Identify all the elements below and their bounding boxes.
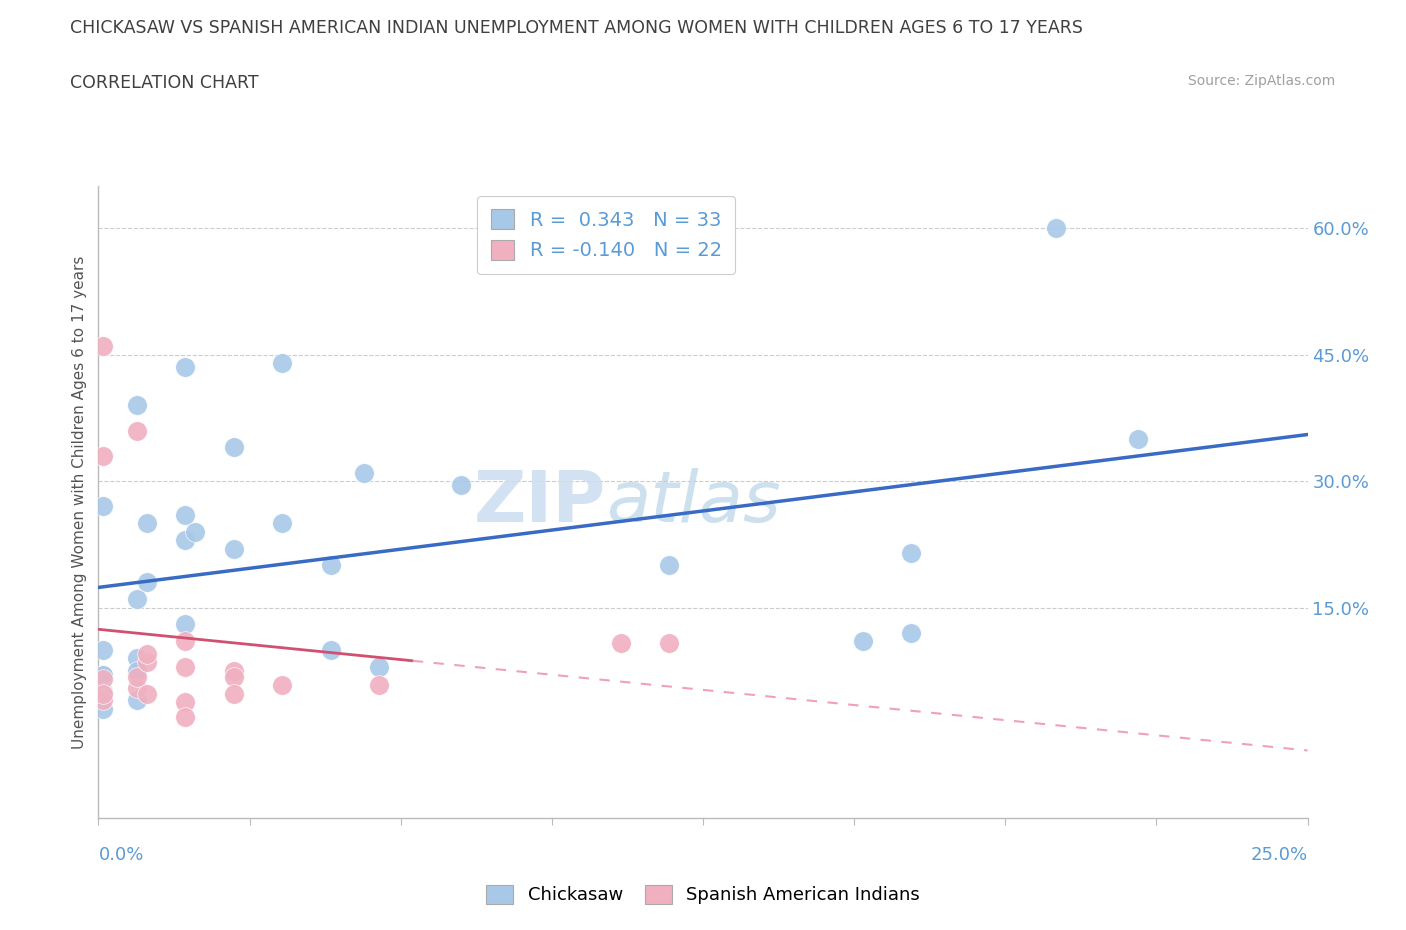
Point: [135, 655, 157, 670]
Point: [450, 478, 472, 493]
Point: [127, 680, 149, 695]
Point: [91, 668, 114, 683]
Point: [127, 423, 149, 438]
Legend: Chickasaw, Spanish American Indians: Chickasaw, Spanish American Indians: [479, 878, 927, 911]
Point: [174, 508, 197, 523]
Point: [1128, 432, 1150, 446]
Point: [271, 678, 294, 693]
Point: [174, 659, 197, 674]
Point: [91, 686, 114, 701]
Point: [127, 398, 149, 413]
Point: [184, 525, 207, 539]
Point: [900, 626, 922, 641]
Point: [222, 663, 245, 678]
Point: [135, 575, 157, 590]
Point: [174, 360, 197, 375]
Point: [127, 591, 149, 606]
Point: [135, 686, 157, 701]
Point: [91, 499, 114, 514]
Text: 0.0%: 0.0%: [98, 846, 143, 864]
Point: [91, 684, 114, 699]
Point: [658, 558, 681, 573]
Point: [271, 516, 294, 531]
Point: [91, 693, 114, 708]
Y-axis label: Unemployment Among Women with Children Ages 6 to 17 years: Unemployment Among Women with Children A…: [72, 256, 87, 749]
Text: 25.0%: 25.0%: [1250, 846, 1308, 864]
Legend: R =  0.343   N = 33, R = -0.140   N = 22: R = 0.343 N = 33, R = -0.140 N = 22: [477, 195, 735, 273]
Point: [353, 465, 375, 480]
Point: [91, 339, 114, 353]
Point: [319, 558, 342, 573]
Point: [91, 643, 114, 658]
Point: [91, 448, 114, 463]
Point: [174, 617, 197, 631]
Point: [222, 686, 245, 701]
Point: [127, 651, 149, 666]
Point: [319, 643, 342, 658]
Point: [91, 701, 114, 716]
Point: [91, 668, 114, 683]
Point: [91, 671, 114, 686]
Point: [127, 663, 149, 678]
Point: [174, 695, 197, 710]
Point: [174, 533, 197, 548]
Text: ZIP: ZIP: [474, 468, 606, 537]
Point: [222, 440, 245, 455]
Point: [368, 659, 391, 674]
Point: [127, 670, 149, 684]
Point: [222, 670, 245, 684]
Point: [852, 634, 875, 649]
Point: [368, 678, 391, 693]
Point: [135, 646, 157, 661]
Point: [174, 710, 197, 724]
Point: [610, 635, 633, 650]
Text: Source: ZipAtlas.com: Source: ZipAtlas.com: [1188, 74, 1336, 88]
Point: [222, 541, 245, 556]
Text: CHICKASAW VS SPANISH AMERICAN INDIAN UNEMPLOYMENT AMONG WOMEN WITH CHILDREN AGES: CHICKASAW VS SPANISH AMERICAN INDIAN UNE…: [70, 19, 1083, 36]
Point: [135, 516, 157, 531]
Point: [658, 635, 681, 650]
Point: [900, 545, 922, 560]
Point: [127, 693, 149, 708]
Point: [271, 355, 294, 370]
Point: [1045, 220, 1067, 235]
Text: CORRELATION CHART: CORRELATION CHART: [70, 74, 259, 92]
Text: atlas: atlas: [606, 468, 780, 537]
Point: [174, 634, 197, 649]
